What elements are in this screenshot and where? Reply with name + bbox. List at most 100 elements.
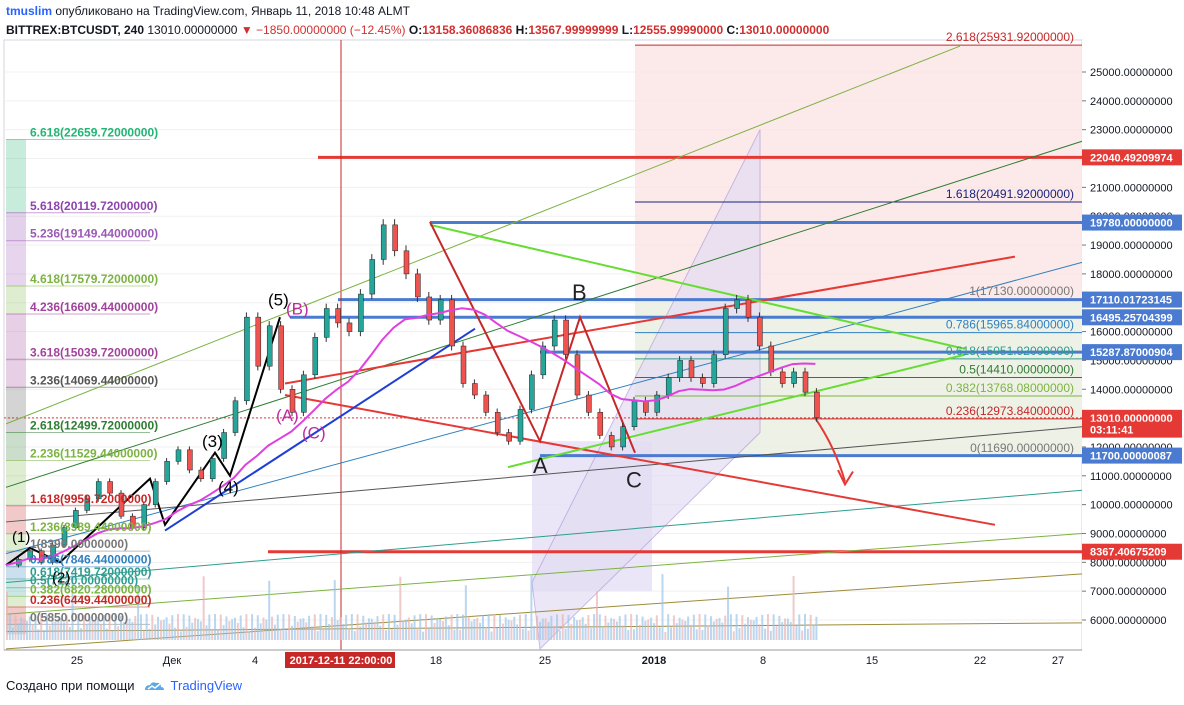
volume-bar <box>598 614 601 640</box>
fib-level-label: 1.618(20491.92000000) <box>946 187 1074 201</box>
fib-level-label: 0.786(7846.44000000) <box>30 553 151 567</box>
y-tick-label: 10000.00000000 <box>1090 500 1173 512</box>
price-tag <box>1082 291 1182 308</box>
volume-bar <box>85 623 88 640</box>
candle <box>814 391 820 419</box>
volume-bar <box>80 628 83 640</box>
volume-bar <box>541 618 544 640</box>
volume-bar <box>390 629 393 640</box>
fib-band <box>6 286 26 315</box>
chart-labels: 6.618(22659.72000000) 5.618(20119.7200000… <box>12 30 1074 624</box>
volume-bar <box>373 621 376 640</box>
x-tick-label: Дек <box>163 655 182 667</box>
fib-level-label: 1(17130.00000000) <box>969 284 1074 298</box>
volume-bar <box>729 614 732 640</box>
channel-line <box>5 140 1083 488</box>
volume-bar <box>330 617 333 640</box>
high-value: 13567.99999999 <box>528 23 619 37</box>
candle <box>107 481 113 494</box>
wave-label: (C) <box>302 423 326 442</box>
fib-level-label: 0.5(7120.00000000) <box>30 574 138 588</box>
volume-bar <box>171 615 174 640</box>
volume-bars <box>6 574 818 640</box>
volume-bar <box>125 618 128 640</box>
volume-bar <box>256 615 259 640</box>
time-axis[interactable]: 25Дек482017-12-11 22:00:0018252018815222… <box>4 649 1082 668</box>
volume-bar <box>376 616 379 640</box>
volume-bar <box>225 616 228 640</box>
x-tick-label: 4 <box>252 655 258 667</box>
volume-bar <box>775 626 778 640</box>
volume-bar <box>712 621 715 640</box>
volume-bar <box>804 614 806 640</box>
volume-bar <box>444 616 447 640</box>
volume-bar <box>527 630 530 640</box>
symbol-label[interactable]: BITTREX:BTCUSDT, 240 <box>6 23 145 37</box>
volume-bar <box>382 614 385 640</box>
volume-bar <box>396 624 399 640</box>
volume-bar <box>299 618 302 640</box>
candle <box>95 481 102 500</box>
fib-level-label: 0.786(15965.84000000) <box>946 318 1074 332</box>
author-link[interactable]: tmuslim <box>6 4 53 18</box>
volume-bar <box>664 631 667 640</box>
volume-bar <box>82 615 85 640</box>
volume-bar <box>715 618 718 640</box>
volume-bar <box>279 629 282 640</box>
x-tick-label: 25 <box>71 655 83 667</box>
candle <box>688 360 695 378</box>
volume-bar <box>647 619 650 640</box>
volume-bar <box>88 617 91 640</box>
volume-bar <box>795 626 798 640</box>
fib-band <box>6 505 26 534</box>
fib-level-label: 0(5850.00000000) <box>30 610 128 624</box>
volume-bar <box>470 621 473 640</box>
candle <box>278 325 284 390</box>
volume-bar <box>97 616 100 640</box>
volume-bar <box>387 614 390 640</box>
candle <box>244 316 250 402</box>
volume-bar <box>519 614 521 640</box>
fib-band <box>6 359 26 388</box>
fib-band <box>6 432 26 461</box>
volume-bar <box>439 619 442 640</box>
volume-bar <box>43 630 46 640</box>
volume-bar <box>239 615 242 640</box>
volume-bar <box>248 631 251 640</box>
y-tick-label: 19000.00000000 <box>1090 240 1173 252</box>
price-tag-label: 15287.87000904 <box>1090 347 1173 359</box>
candle <box>152 481 159 505</box>
wave-label: C <box>626 467 642 492</box>
price-tag <box>1082 149 1182 166</box>
volume-bar <box>68 626 71 640</box>
fib-band <box>6 212 26 241</box>
volume-bar <box>14 615 17 640</box>
candle <box>323 308 330 338</box>
volume-bar <box>772 614 775 640</box>
tradingview-link[interactable]: TradingView <box>143 678 242 693</box>
fib-band <box>6 314 26 360</box>
fib-level-label: 0.618(15051.92000000) <box>946 344 1074 358</box>
candle <box>586 394 592 413</box>
volume-bar <box>305 622 308 640</box>
volume-bar <box>191 622 194 640</box>
wave-label: (A) <box>276 406 299 425</box>
volume-bar <box>798 614 801 640</box>
volume-bar <box>402 620 405 640</box>
volume-bar <box>490 631 493 640</box>
candle <box>665 377 672 396</box>
volume-bar <box>114 614 117 640</box>
volume-bar <box>670 627 673 640</box>
volume-bar <box>533 625 536 640</box>
volume-bar <box>704 614 707 640</box>
volume-bar <box>732 631 735 640</box>
channel-line <box>5 573 1083 650</box>
fib-level-label: 2.618(25931.92000000) <box>946 30 1074 44</box>
candle <box>198 469 205 479</box>
price-tag-label: 22040.49209974 <box>1090 152 1173 164</box>
y-tick-label: 24000.00000000 <box>1090 96 1173 108</box>
volume-bar <box>20 617 23 640</box>
price-axis[interactable]: 6000.00000000 7000.00000000 8000.00000000 9… <box>1082 40 1184 650</box>
down-arrow-icon: ▼ <box>240 23 253 37</box>
